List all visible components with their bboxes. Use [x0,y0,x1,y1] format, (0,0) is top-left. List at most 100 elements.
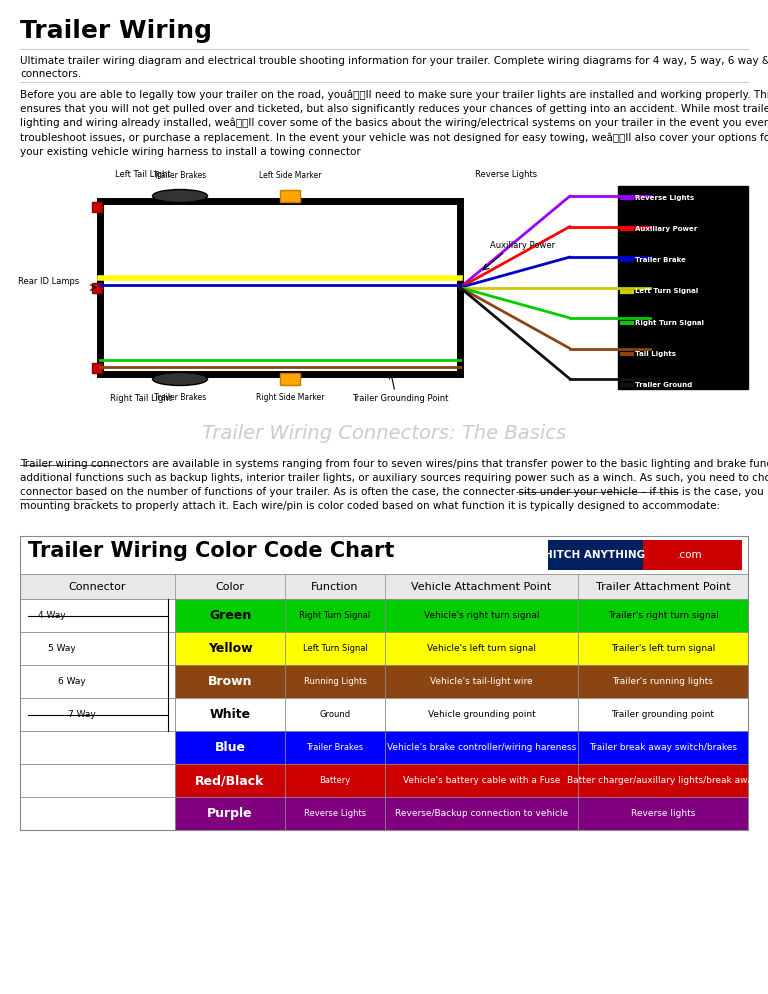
Polygon shape [385,764,578,797]
Polygon shape [175,698,285,731]
Text: Trailer Wiring Color Code Chart: Trailer Wiring Color Code Chart [28,541,395,561]
Text: Trailer Ground: Trailer Ground [635,382,692,388]
Text: Vehicle's left turn signal: Vehicle's left turn signal [427,644,536,653]
Text: Auxillary Power: Auxillary Power [490,241,555,249]
Polygon shape [385,731,578,764]
Polygon shape [175,632,285,665]
Text: Before you are able to legally tow your trailer on the road, youâll need to ma: Before you are able to legally tow your … [20,89,768,157]
Polygon shape [643,540,742,570]
Polygon shape [175,731,285,764]
Polygon shape [175,599,285,632]
Polygon shape [92,202,102,212]
Polygon shape [578,665,748,698]
Text: Purple: Purple [207,807,253,820]
Text: Right Tail Light: Right Tail Light [110,394,172,403]
Text: White: White [210,708,250,721]
Polygon shape [280,373,300,385]
Text: Brown: Brown [208,675,252,688]
Text: Yellow: Yellow [207,642,253,655]
Text: Left Tail Light: Left Tail Light [115,170,170,179]
Text: Green: Green [209,609,251,622]
Polygon shape [578,599,748,632]
Text: Vehicle grounding point: Vehicle grounding point [428,710,535,719]
Text: Ultimate trailer wiring diagram and electrical trouble shooting information for : Ultimate trailer wiring diagram and elec… [20,56,768,80]
Text: Battery: Battery [319,776,351,785]
Text: Blue: Blue [214,741,246,754]
Text: Ground: Ground [319,710,350,719]
Text: Trailer grounding point: Trailer grounding point [611,710,714,719]
Text: Trailer wiring connectors are available in systems ranging from four to seven wi: Trailer wiring connectors are available … [20,459,768,511]
Text: Color: Color [216,581,244,591]
Polygon shape [20,764,175,797]
Text: HITCH ANYTHING: HITCH ANYTHING [545,550,646,560]
Text: Left Turn Signal: Left Turn Signal [303,644,367,653]
Text: Trailer's running lights: Trailer's running lights [613,677,713,686]
Polygon shape [578,797,748,830]
Text: Trailer Wiring Connectors: The Basics: Trailer Wiring Connectors: The Basics [202,424,566,443]
Polygon shape [280,190,300,202]
Text: 4 Way: 4 Way [38,611,65,620]
Polygon shape [20,632,175,665]
Polygon shape [20,599,175,632]
Text: Right Turn Signal: Right Turn Signal [635,320,704,326]
Text: Left Turn Signal: Left Turn Signal [635,288,698,294]
Text: Reverse lights: Reverse lights [631,809,695,818]
Polygon shape [20,574,748,599]
Polygon shape [618,186,748,389]
Text: 5 Way: 5 Way [48,644,76,653]
Text: Trailer Grounding Point: Trailer Grounding Point [352,394,449,403]
Text: Trailer break away switch/brakes: Trailer break away switch/brakes [589,743,737,752]
Polygon shape [385,599,578,632]
Polygon shape [92,363,102,373]
Text: Trailer Brakes: Trailer Brakes [154,393,206,402]
Text: Trailer Attachment Point: Trailer Attachment Point [596,581,730,591]
Polygon shape [175,797,285,830]
Text: Right Turn Signal: Right Turn Signal [300,611,371,620]
Polygon shape [578,698,748,731]
Text: Rear ID Lamps: Rear ID Lamps [18,277,79,286]
Polygon shape [285,698,385,731]
Text: 7 Way: 7 Way [68,710,96,719]
Polygon shape [578,764,748,797]
Text: Reverse/Backup connection to vehicle: Reverse/Backup connection to vehicle [395,809,568,818]
Text: Trailer Brake: Trailer Brake [635,257,686,263]
Polygon shape [578,632,748,665]
Polygon shape [285,731,385,764]
Text: Vehicle Attachment Point: Vehicle Attachment Point [412,581,551,591]
Text: Right Side Marker: Right Side Marker [256,393,324,402]
Text: Red/Black: Red/Black [195,774,265,787]
Text: Vehicle's brake controller/wiring hareness: Vehicle's brake controller/wiring harene… [387,743,576,752]
Text: Trailer's left turn signal: Trailer's left turn signal [611,644,715,653]
Polygon shape [92,282,102,292]
Polygon shape [285,599,385,632]
Polygon shape [548,540,643,570]
Text: Trailer Brakes: Trailer Brakes [154,171,206,180]
Polygon shape [385,632,578,665]
Polygon shape [285,797,385,830]
Polygon shape [385,665,578,698]
Polygon shape [385,797,578,830]
Text: Tail Lights: Tail Lights [635,351,676,357]
Polygon shape [20,797,175,830]
Text: Auxillary Power: Auxillary Power [635,227,697,233]
Text: Trailer's right turn signal: Trailer's right turn signal [607,611,718,620]
Polygon shape [20,665,175,698]
Text: Trailer Brakes: Trailer Brakes [306,743,363,752]
Text: Reverse Lights: Reverse Lights [475,170,537,179]
Text: Vehicle's tail-light wire: Vehicle's tail-light wire [430,677,533,686]
Polygon shape [20,536,748,574]
Ellipse shape [153,190,207,203]
Text: Connector: Connector [69,581,126,591]
Polygon shape [385,698,578,731]
Ellipse shape [153,373,207,386]
Polygon shape [285,632,385,665]
Text: Running Lights: Running Lights [303,677,366,686]
Polygon shape [175,665,285,698]
Polygon shape [578,731,748,764]
Polygon shape [285,764,385,797]
Text: Vehicle's right turn signal: Vehicle's right turn signal [424,611,539,620]
Text: 6 Way: 6 Way [58,677,86,686]
Polygon shape [20,731,175,764]
Text: Reverse Lights: Reverse Lights [635,195,694,201]
Polygon shape [285,665,385,698]
